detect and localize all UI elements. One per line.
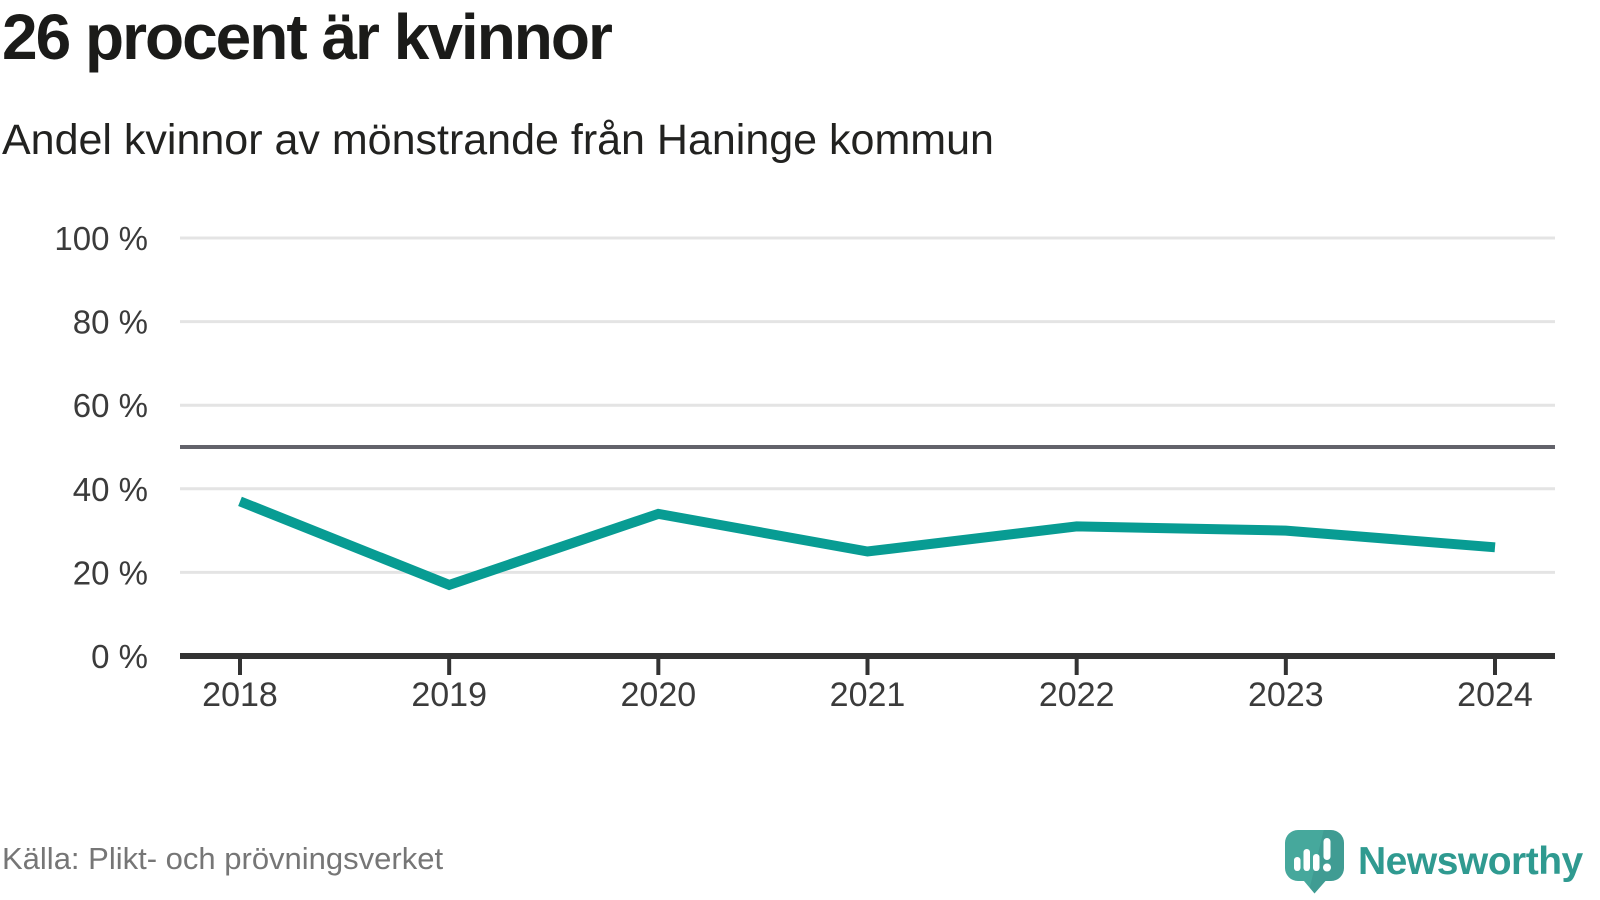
x-axis-label: 2018: [202, 676, 278, 714]
mini-barchart-glyph: [1294, 838, 1331, 872]
x-axis-label: 2020: [621, 676, 697, 714]
y-axis-label: 60 %: [73, 387, 148, 424]
series-line-andel-kvinnor: [238, 496, 1496, 591]
y-axis-label: 80 %: [73, 304, 148, 341]
newsworthy-wordmark: Newsworthy: [1358, 840, 1583, 883]
newsworthy-logo: Newsworthy: [1284, 829, 1583, 895]
y-axis-label: 20 %: [73, 554, 148, 591]
chart-subtitle: Andel kvinnor av mönstrande från Haninge…: [2, 116, 994, 164]
newsworthy-logo-icon: [1285, 830, 1344, 894]
x-axis-label: 2024: [1457, 676, 1533, 714]
bubble-fold-shade: [1308, 830, 1344, 894]
x-axis-label: 2021: [830, 676, 906, 714]
exclamation-dot: [1323, 863, 1331, 872]
chart-title: 26 procent är kvinnor: [2, 1, 613, 73]
source-note: Källa: Plikt- och prövningsverket: [2, 841, 444, 876]
x-axis-label: 2022: [1039, 676, 1115, 714]
exclamation-bar: [1323, 838, 1331, 860]
y-axis-label: 0 %: [91, 638, 148, 675]
x-axis-label: 2023: [1248, 676, 1324, 714]
y-axis-label: 40 %: [73, 471, 148, 508]
y-axis-label: 100 %: [54, 220, 148, 257]
x-axis-label: 2019: [411, 676, 487, 714]
